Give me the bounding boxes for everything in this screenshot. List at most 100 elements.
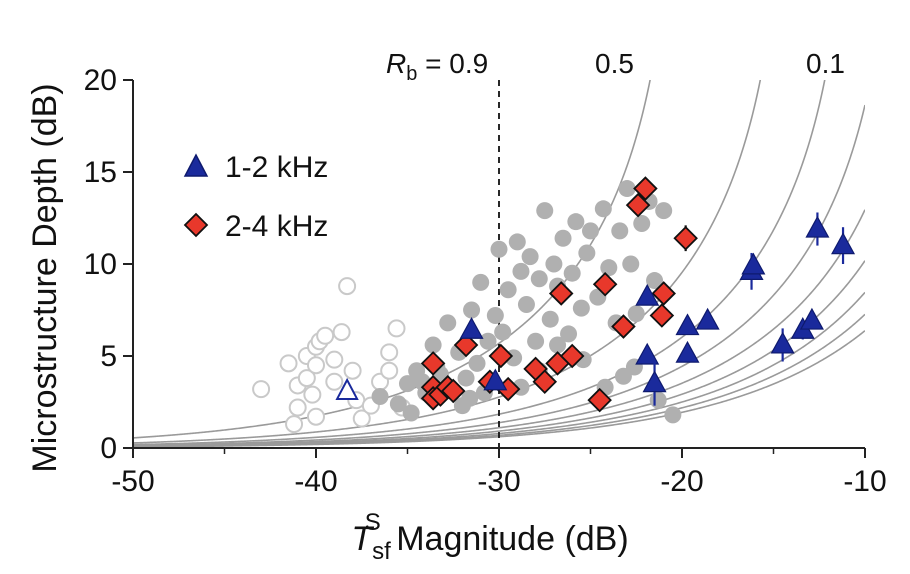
blue-triangle-point	[635, 283, 660, 306]
gray-circle-point	[512, 262, 530, 280]
red-diamond-point	[453, 332, 479, 358]
blue-triangle-point	[483, 368, 508, 391]
x-tick-label: -30	[477, 465, 520, 498]
open-circle-point	[252, 380, 271, 399]
gray-circle-point	[655, 202, 673, 220]
y-tick-label: 15	[84, 156, 117, 189]
open-circle-point	[285, 415, 304, 434]
open-circle-point	[387, 319, 406, 338]
x-axis-title-sup: S	[365, 509, 381, 536]
gray-circle-point	[371, 387, 389, 405]
gray-circle-point	[563, 264, 581, 282]
red-diamond-point	[673, 225, 698, 251]
open-circle-point	[303, 385, 322, 404]
open-circle-point	[343, 361, 362, 380]
curve-label-first-text: = 0.9	[417, 48, 488, 79]
gray-circle-point	[499, 281, 517, 299]
gray-circle-point	[463, 301, 481, 319]
gray-circle-point	[508, 233, 526, 251]
open-circle-point	[307, 407, 325, 426]
gray-circle-point	[399, 375, 416, 393]
open-circle-point	[325, 350, 344, 369]
curve-label-middle: 0.5	[595, 48, 634, 79]
gray-circle-point	[536, 202, 554, 220]
blue-triangle-point	[831, 232, 856, 255]
red-diamond-point	[649, 303, 675, 328]
gray-circle-point	[472, 273, 490, 291]
gray-circle-point	[490, 240, 508, 258]
red-diamond-point	[651, 281, 676, 306]
open-circle-point	[307, 356, 325, 375]
open-circle-point	[288, 398, 307, 417]
gray-circle-point	[530, 270, 548, 288]
x-axis-title: TsfS Magnitude (dB)	[351, 509, 628, 565]
x-tick-label: -10	[843, 465, 886, 498]
red-diamond-point	[625, 192, 651, 218]
red-diamond-point	[633, 176, 658, 201]
rb-curve	[133, 80, 826, 446]
red-diamond-point	[532, 369, 558, 395]
red-diamond-point	[559, 343, 585, 369]
gray-circle-point	[600, 259, 618, 277]
gray-circle-point	[389, 395, 407, 413]
x-tick-label: -40	[294, 465, 337, 498]
blue-triangle-point	[805, 215, 830, 238]
gray-circle-point	[479, 332, 497, 350]
gray-circle-point	[424, 336, 442, 354]
red-diamond-point	[611, 314, 636, 339]
rb-curve	[133, 209, 865, 447]
y-tick-label: 5	[100, 340, 117, 373]
gray-circle-point	[572, 299, 590, 317]
gray-circle-point	[468, 354, 486, 372]
red-diamond-point	[420, 351, 446, 376]
legend-triangle-marker	[183, 153, 209, 177]
gray-circle-point	[567, 213, 585, 231]
open-circle-point	[338, 277, 357, 296]
x-axis-title-rest: Magnitude (dB)	[387, 520, 629, 558]
blue-triangle-point	[675, 313, 700, 336]
gray-circle-point	[439, 314, 457, 332]
gray-circle-point	[461, 389, 479, 407]
open-circle-point	[279, 354, 298, 373]
red-diamond-point	[440, 378, 466, 404]
legend-label-2-4khz: 2-4 kHz	[225, 210, 328, 243]
gray-circle-point	[618, 180, 636, 198]
y-tick-label: 0	[100, 432, 117, 465]
gray-circle-point	[622, 255, 640, 273]
open-circle-point	[316, 326, 335, 345]
gray-circle-point	[486, 307, 504, 325]
gray-circle-point	[627, 305, 645, 323]
y-tick-label: 10	[84, 248, 117, 281]
gray-circle-point	[521, 248, 539, 266]
y-axis-title: Microstructure Depth (dB)	[26, 83, 64, 472]
gray-circle-point	[649, 391, 667, 409]
open-circle-point	[297, 369, 316, 388]
red-diamond-point	[548, 281, 574, 306]
blue-triangle-point	[459, 316, 484, 339]
open-circle-point	[380, 361, 399, 380]
x-axis-title-sub: sf	[372, 538, 391, 565]
curve-label-last: 0.1	[806, 48, 845, 79]
gray-circle-point	[633, 215, 651, 233]
gray-circle-point	[664, 406, 682, 424]
legend-diamond-marker	[183, 212, 209, 238]
legend-label-1-2khz: 1-2 kHz	[225, 151, 328, 184]
gray-circle-point	[457, 369, 475, 387]
gray-circle-point	[582, 222, 599, 240]
gray-circle-point	[578, 244, 596, 262]
gray-circle-point	[594, 200, 612, 218]
blue-triangle-point	[770, 331, 795, 354]
gray-circle-point	[560, 325, 578, 343]
curve-label-first: Rb = 0.9	[386, 48, 488, 85]
gray-circle-point	[549, 336, 567, 354]
open-circle-point	[380, 343, 399, 362]
red-diamond-point	[592, 271, 618, 297]
x-tick-label: -20	[660, 465, 703, 498]
y-tick-label: 20	[84, 64, 117, 97]
red-diamond-point	[587, 387, 612, 413]
blue-open-triangle-point	[335, 377, 359, 400]
open-circle-point	[352, 409, 371, 428]
curve-label-first-symbol: R	[386, 48, 406, 79]
red-diamond-point	[488, 343, 514, 369]
